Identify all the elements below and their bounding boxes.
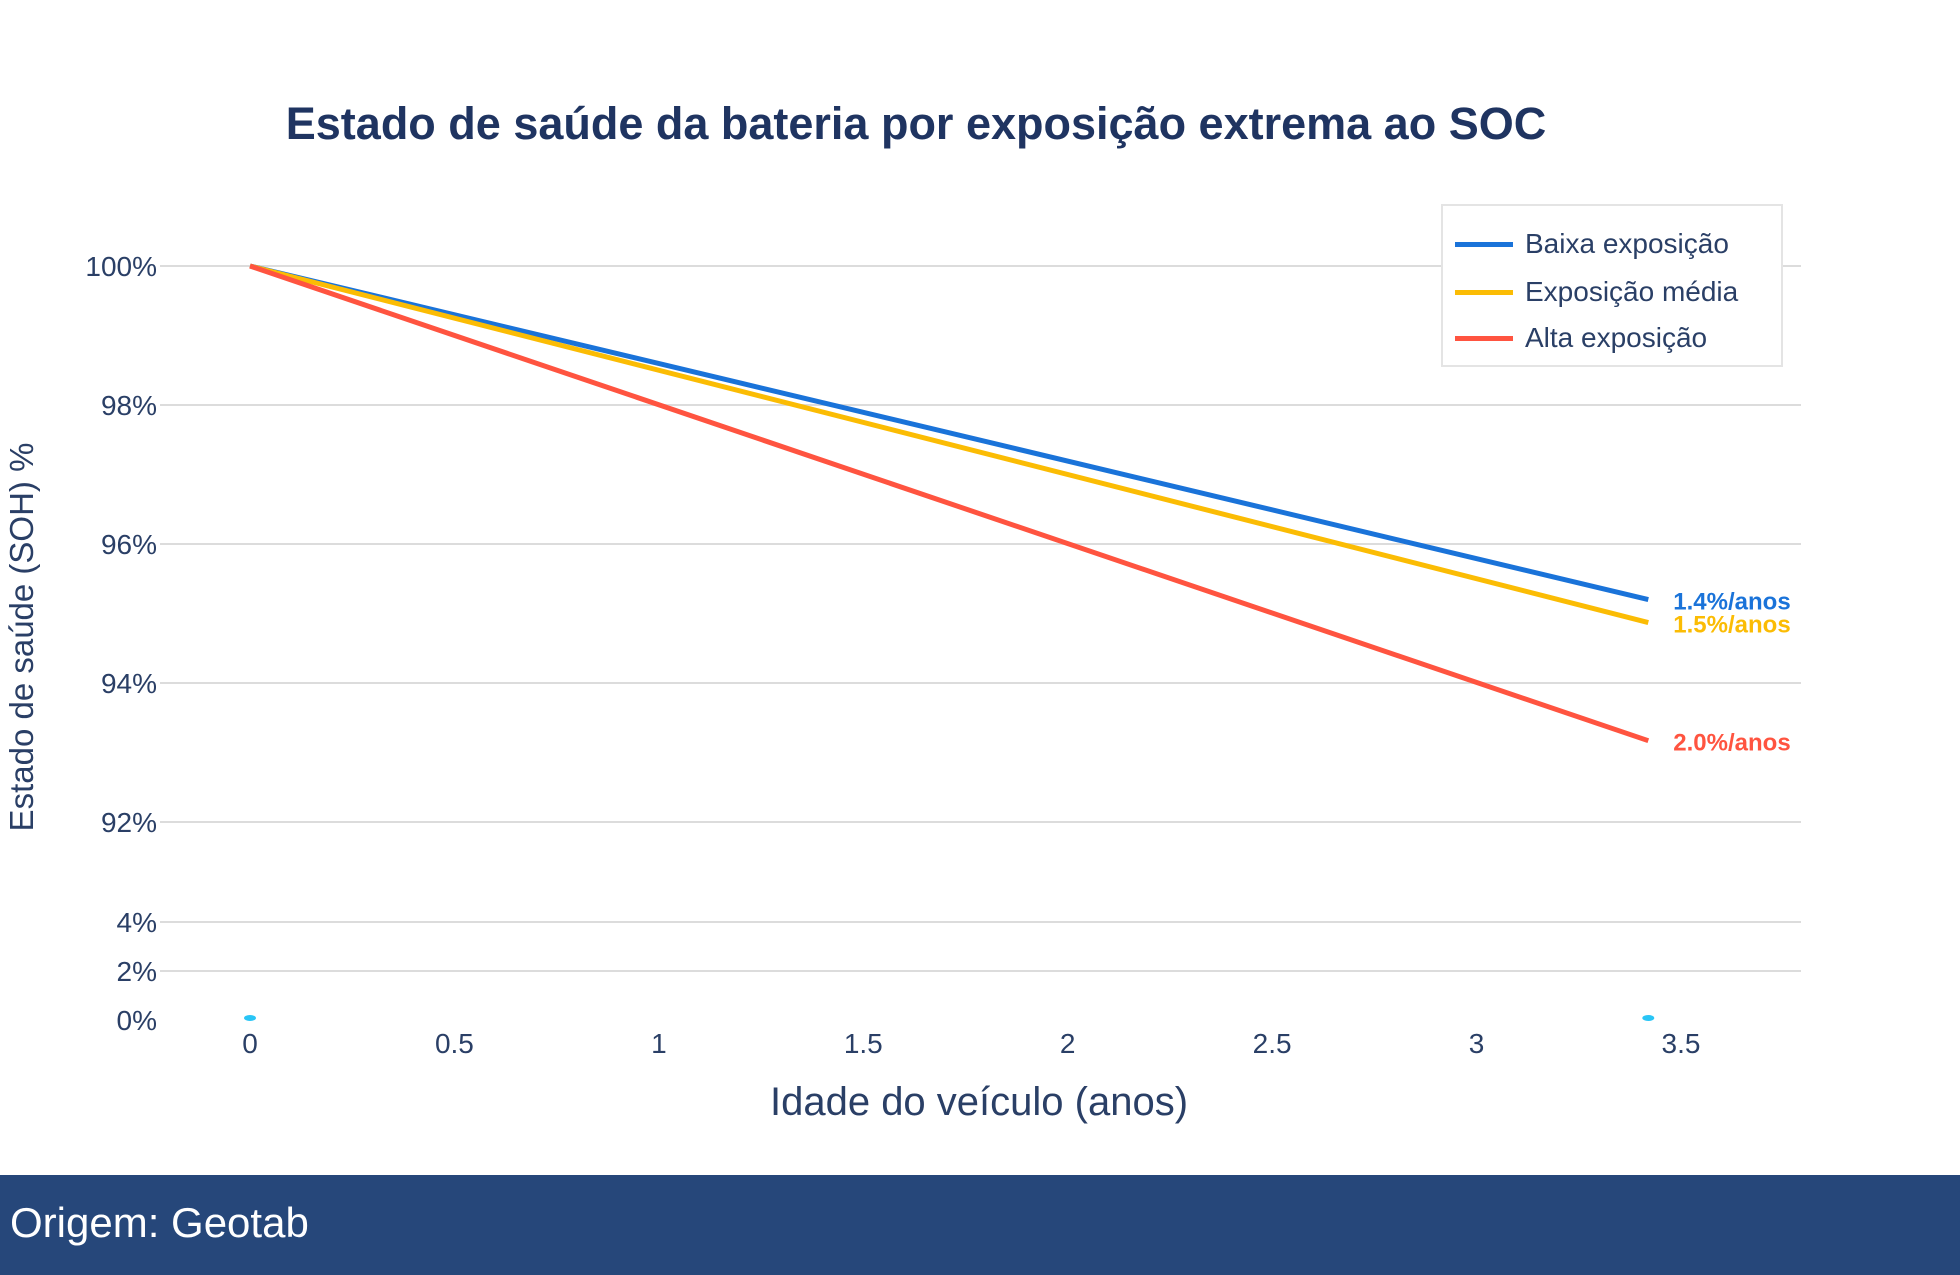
x-tick-label: 3.5 [1662,1028,1701,1059]
legend-label: Baixa exposição [1525,228,1729,259]
baseline-marker [1642,1015,1655,1021]
series-line-1 [249,263,1649,603]
x-tick-label: 1 [651,1028,667,1059]
baseline-marker [244,1015,256,1021]
series-end-label: 1.5%/anos [1673,612,1790,639]
legend-swatch [1455,289,1513,295]
legend-swatch [1455,335,1513,341]
legend: Baixa exposição Exposição média Alta exp… [1441,204,1783,367]
series-end-label: 2.0%/anos [1673,730,1790,757]
y-tick-label: 96% [101,529,157,560]
legend-item-alta: Alta exposição [1455,318,1707,358]
series-line-3 [249,263,1650,744]
legend-swatch [1455,241,1513,247]
legend-item-media: Exposição média [1455,272,1738,312]
x-tick-label: 3 [1469,1028,1485,1059]
x-tick-label: 0 [242,1028,258,1059]
source-text: Origem: Geotab [10,1199,309,1246]
y-tick-label: 92% [101,807,157,838]
x-tick-label: 1.5 [844,1028,883,1059]
y-tick-label: 0% [117,1005,157,1036]
y-tick-label: 2% [117,956,157,987]
y-tick-label: 4% [117,907,157,938]
x-axis-label: Idade do veículo (anos) [769,1080,1189,1124]
series-end-label: 1.4%/anos [1673,589,1790,616]
line-chart: 0% 2% 4% 92% 94% 96% 98% 100% 0 0.5 1 1.5 2 2.5 3 3.5 1.… [85,251,1801,1059]
legend-item-baixa: Baixa exposição [1455,224,1729,264]
y-axis-label: Estado de saúde (SOH) % [3,442,40,832]
footer-bar: Origem: Geotab [0,1175,1960,1275]
legend-label: Alta exposição [1525,322,1708,353]
x-tick-label: 0.5 [435,1028,474,1059]
x-tick-label: 2 [1060,1028,1076,1059]
y-tick-label: 100% [85,251,157,282]
y-tick-label: 98% [101,390,157,421]
x-tick-label: 2.5 [1253,1028,1292,1059]
y-tick-label: 94% [101,668,157,699]
legend-label: Exposição média [1525,276,1739,307]
chart-title: Estado de saúde da bateria por exposição… [285,98,1547,149]
series-line-2 [249,263,1649,625]
